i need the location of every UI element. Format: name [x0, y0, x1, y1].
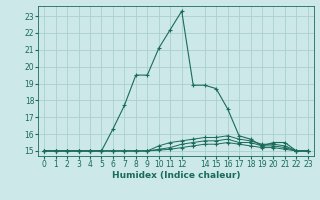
- X-axis label: Humidex (Indice chaleur): Humidex (Indice chaleur): [112, 171, 240, 180]
